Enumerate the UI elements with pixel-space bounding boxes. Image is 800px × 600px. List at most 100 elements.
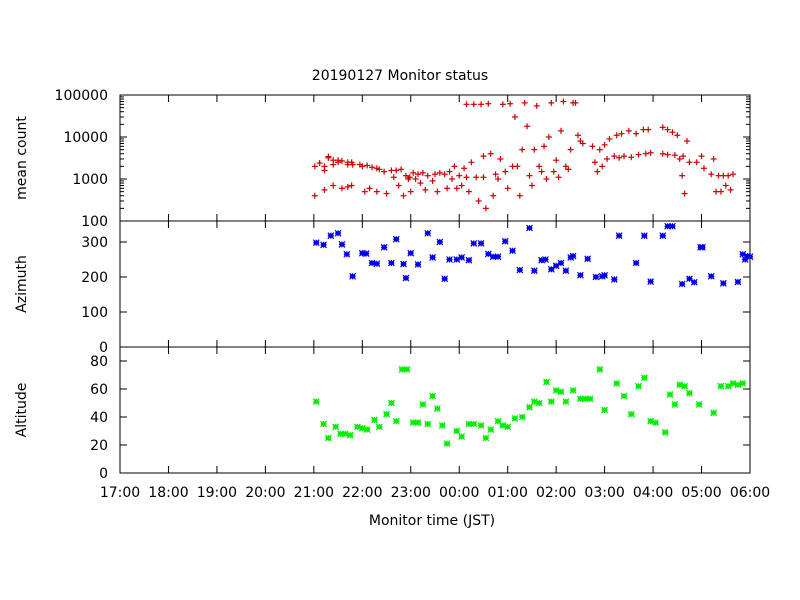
data-point [685, 275, 693, 283]
y-tick-label: 80 [90, 354, 108, 370]
data-point [487, 150, 494, 157]
data-point [330, 182, 337, 189]
series-altitude [312, 365, 747, 448]
data-point [358, 424, 366, 432]
data-point [349, 272, 357, 280]
data-point [499, 421, 507, 429]
data-point [444, 185, 451, 192]
data-point [499, 101, 506, 108]
y-tick-label: 10000 [63, 130, 108, 146]
x-tick-labels: 17:00 18:00 19:00 20:00 21:00 22:00 23:00 00:00… [100, 485, 770, 501]
data-point [574, 132, 581, 139]
data-point [717, 188, 724, 195]
data-point [685, 389, 693, 397]
data-point [565, 166, 572, 173]
data-point [422, 186, 429, 193]
data-point [693, 159, 700, 166]
data-point [674, 132, 681, 139]
data-point [424, 229, 432, 237]
data-point [463, 101, 470, 108]
data-point [441, 171, 448, 178]
data-point [312, 239, 320, 247]
data-point [710, 409, 718, 417]
data-point [562, 398, 570, 406]
data-point [681, 382, 689, 390]
data-point [635, 382, 642, 390]
data-point [659, 232, 667, 240]
data-point [669, 222, 676, 230]
data-point [708, 171, 715, 178]
data-point [504, 423, 512, 431]
data-point [567, 146, 574, 153]
data-point [572, 99, 579, 106]
data-point [482, 434, 490, 442]
data-point [530, 267, 538, 275]
y-tick-label: 100 [81, 214, 108, 230]
data-point [381, 168, 388, 175]
data-point [586, 395, 594, 403]
y-tick-label: 100 [81, 305, 108, 321]
data-point [478, 101, 485, 108]
data-point [432, 171, 438, 178]
data-point [627, 410, 635, 418]
data-point [521, 99, 528, 106]
data-point [739, 379, 747, 387]
data-point [557, 259, 565, 267]
data-point [679, 172, 686, 179]
data-point [671, 400, 679, 408]
data-point [699, 243, 706, 251]
data-point [606, 135, 613, 142]
y-tick-label: 200 [81, 270, 108, 286]
y-tick-label: 300 [81, 235, 108, 251]
data-point [686, 159, 693, 166]
data-point [400, 260, 407, 268]
data-point [676, 381, 684, 389]
data-point [560, 98, 567, 105]
data-point [341, 430, 349, 438]
data-point [538, 168, 545, 175]
data-point [547, 398, 555, 406]
data-point [406, 174, 413, 181]
data-point [599, 163, 606, 170]
data-point [684, 138, 690, 145]
data-point [346, 431, 354, 439]
data-point [724, 382, 732, 390]
data-point [555, 174, 562, 181]
panel-frame [119, 346, 751, 474]
data-point [335, 159, 342, 166]
data-point [591, 159, 598, 166]
x-tick-label: 19:00 [197, 485, 237, 501]
data-point [359, 163, 366, 170]
data-point [669, 129, 676, 136]
data-point [395, 182, 402, 189]
data-point [436, 238, 444, 246]
y-tick-label: 60 [90, 382, 108, 398]
panel-frame [119, 220, 751, 348]
data-point [402, 172, 409, 179]
data-point [348, 182, 355, 189]
data-point [613, 132, 620, 139]
data-point [700, 165, 707, 172]
data-point [441, 275, 449, 283]
data-point [414, 419, 422, 427]
data-point [453, 427, 461, 435]
data-point [393, 167, 400, 174]
data-point [492, 171, 499, 178]
data-point [402, 274, 410, 282]
data-point [325, 154, 332, 161]
data-point [400, 192, 407, 199]
data-point [380, 243, 388, 251]
data-point [330, 161, 337, 168]
series-mean-count [311, 98, 737, 212]
data-point [722, 182, 729, 189]
data-point [507, 100, 514, 107]
data-point [647, 149, 654, 156]
x-tick-label: 00:00 [439, 485, 479, 501]
x-tick-label: 03:00 [584, 485, 624, 501]
data-point [490, 192, 497, 199]
data-point [620, 392, 628, 400]
y-tick-label: 0 [99, 466, 108, 482]
data-point [610, 276, 618, 283]
data-point [383, 410, 390, 418]
